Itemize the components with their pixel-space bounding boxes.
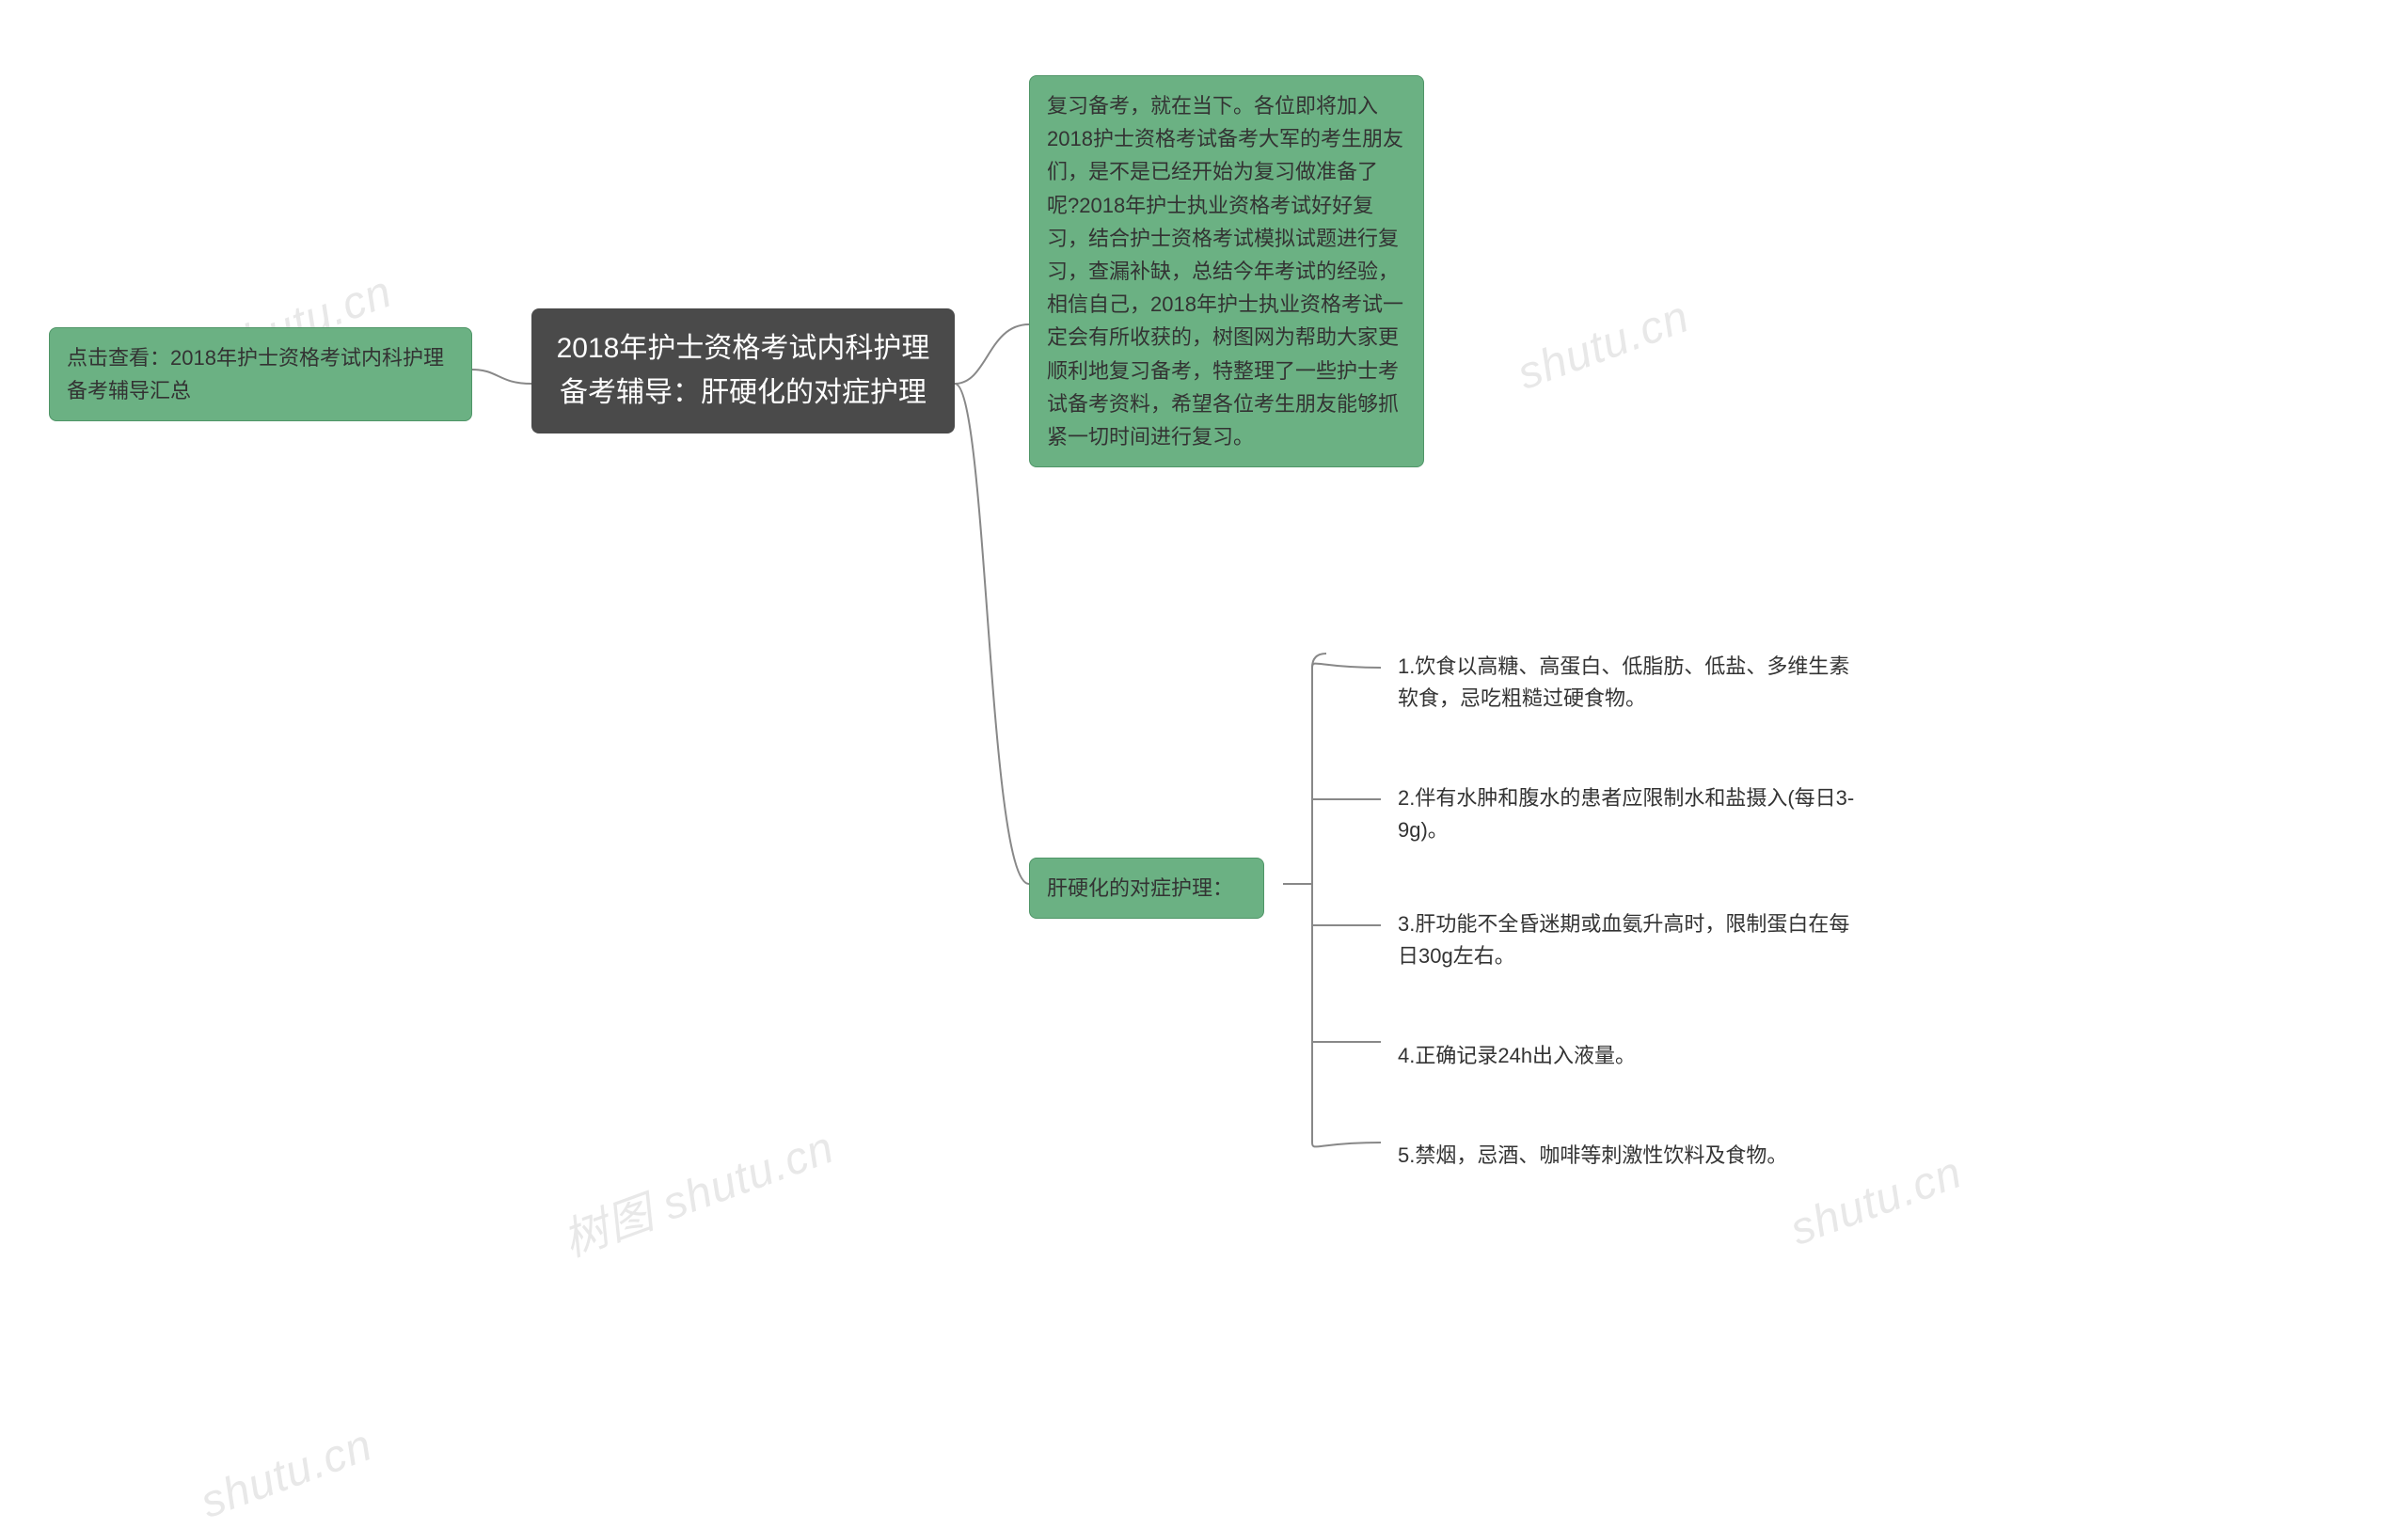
intro-node: 复习备考，就在当下。各位即将加入2018护士资格考试备考大军的考生朋友们，是不是… bbox=[1029, 75, 1424, 467]
leaf-item-1: 1.饮食以高糖、高蛋白、低脂肪、低盐、多维生素软食，忌吃粗糙过硬食物。 bbox=[1381, 638, 1879, 728]
leaf-text: 3.肝功能不全昏迷期或血氨升高时，限制蛋白在每日30g左右。 bbox=[1398, 912, 1849, 968]
section-title-text: 肝硬化的对症护理： bbox=[1047, 876, 1233, 900]
intro-text: 复习备考，就在当下。各位即将加入2018护士资格考试备考大军的考生朋友们，是不是… bbox=[1047, 94, 1403, 449]
root-title: 2018年护士资格考试内科护理备考辅导：肝硬化的对症护理 bbox=[557, 333, 930, 408]
watermark: shutu.cn bbox=[1511, 291, 1696, 400]
leaf-item-4: 4.正确记录24h出入液量。 bbox=[1381, 1027, 1879, 1085]
leaf-item-5: 5.禁烟，忌酒、咖啡等刺激性饮料及食物。 bbox=[1381, 1127, 1879, 1185]
section-title-node: 肝硬化的对症护理： bbox=[1029, 858, 1264, 919]
watermark: 树图 shutu.cn bbox=[552, 1111, 842, 1269]
root-node: 2018年护士资格考试内科护理备考辅导：肝硬化的对症护理 bbox=[531, 308, 955, 433]
left-summary-node: 点击查看：2018年护士资格考试内科护理备考辅导汇总 bbox=[49, 327, 472, 421]
leaf-item-3: 3.肝功能不全昏迷期或血氨升高时，限制蛋白在每日30g左右。 bbox=[1381, 895, 1879, 985]
leaf-item-2: 2.伴有水肿和腹水的患者应限制水和盐摄入(每日3-9g)。 bbox=[1381, 769, 1879, 859]
leaf-text: 1.饮食以高糖、高蛋白、低脂肪、低盐、多维生素软食，忌吃粗糙过硬食物。 bbox=[1398, 654, 1849, 710]
leaf-text: 5.禁烟，忌酒、咖啡等刺激性饮料及食物。 bbox=[1398, 1143, 1787, 1167]
left-summary-text: 点击查看：2018年护士资格考试内科护理备考辅导汇总 bbox=[67, 346, 444, 402]
leaf-text: 4.正确记录24h出入液量。 bbox=[1398, 1044, 1636, 1067]
watermark: shutu.cn bbox=[194, 1419, 379, 1528]
leaf-text: 2.伴有水肿和腹水的患者应限制水和盐摄入(每日3-9g)。 bbox=[1398, 786, 1854, 842]
